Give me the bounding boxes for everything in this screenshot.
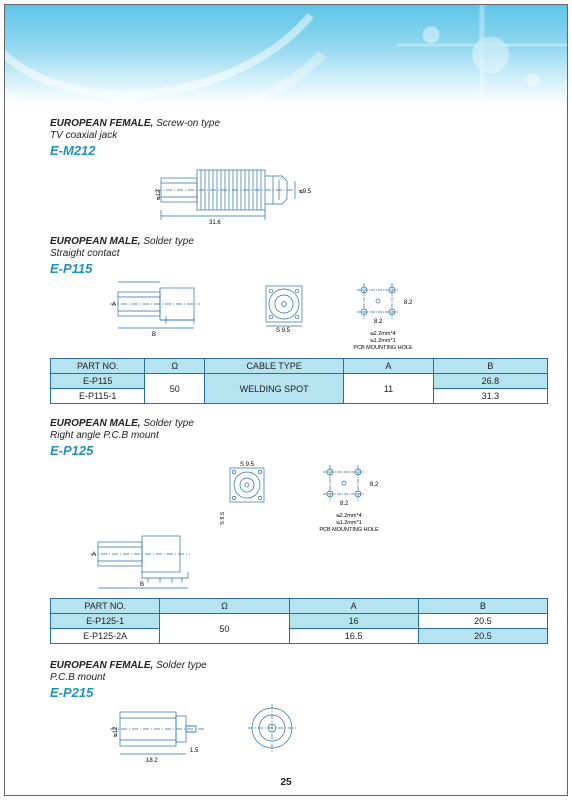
table-ep125: PART NO.ΩABE-P125-1501620.5E-P125-2A16.5… [50, 598, 548, 644]
svg-text:8.2: 8.2 [374, 319, 383, 324]
table-cell: WELDING SPOT [205, 374, 344, 404]
header-banner [5, 5, 567, 105]
table-row: E-P11550WELDING SPOT1126.8 [51, 374, 548, 389]
svg-text:A: A [112, 302, 116, 308]
svg-text:8.2: 8.2 [404, 300, 413, 306]
svg-text:ᴓ9.5: ᴓ9.5 [299, 189, 312, 195]
part-code: E-M212 [50, 143, 548, 158]
table-cell: E-P125-2A [51, 629, 160, 644]
top-dim-label: S 9.5 [220, 512, 280, 527]
table-cell: 20.5 [418, 629, 547, 644]
section-ep125: EUROPEAN MALE, Solder type Right angle P… [50, 418, 548, 644]
svg-text:B: B [152, 332, 156, 338]
svg-text:B: B [140, 582, 144, 588]
svg-text:ᴓ12: ᴓ12 [156, 189, 162, 200]
svg-text:ᴓ12: ᴓ12 [113, 726, 119, 737]
pcb-note: ᴓ2.2mm*4 ᴓ1.2mm*1 PCB MOUNTING HOLE [348, 331, 418, 352]
drawing-ep215-front [244, 702, 304, 758]
table-header: CABLE TYPE [205, 359, 344, 374]
table-header: Ω [160, 599, 289, 614]
section-subtitle: Straight contact [50, 248, 548, 260]
table-cell: 11 [344, 374, 433, 404]
table-header: PART NO. [51, 599, 160, 614]
svg-text:8.2: 8.2 [370, 482, 379, 488]
table-row: E-P125-1501620.5 [51, 614, 548, 629]
section-title: EUROPEAN MALE, Solder type [50, 418, 548, 430]
section-subtitle: P.C.B mount [50, 672, 548, 684]
table-header: Ω [145, 359, 205, 374]
table-header: A [344, 359, 433, 374]
part-code: E-P215 [50, 685, 548, 700]
section-title: EUROPEAN MALE, Solder type [50, 236, 548, 248]
table-cell: 16 [289, 614, 418, 629]
drawing-ep125-top: S 9.5 S 9.5 [220, 460, 280, 527]
drawing-ep125-side: A B [90, 530, 240, 592]
svg-text:S 9.5: S 9.5 [276, 328, 291, 334]
pcb-note: ᴓ2.2mm*4 ᴓ1.2mm*1 PCB MOUNTING HOLE [314, 513, 384, 534]
table-cell: E-P125-1 [51, 614, 160, 629]
section-subtitle: TV coaxial jack [50, 130, 548, 142]
section-ep115: EUROPEAN MALE, Solder type Straight cont… [50, 236, 548, 404]
svg-text:8.2: 8.2 [340, 501, 349, 506]
table-cell: E-P115 [51, 374, 145, 389]
svg-text:1.5: 1.5 [190, 748, 199, 754]
drawing-ep115-side: B A [110, 278, 230, 338]
part-code: E-P125 [50, 443, 548, 458]
table-header: PART NO. [51, 359, 145, 374]
drawing-ep115-front: S 9.5 [254, 278, 324, 338]
table-cell: 50 [145, 374, 205, 404]
table-cell: 26.8 [433, 374, 547, 389]
svg-text:A: A [92, 552, 96, 558]
circuit-decoration [397, 5, 567, 105]
table-header: A [289, 599, 418, 614]
table-header: B [418, 599, 547, 614]
pcb-hole-diagram: 8.2 8.2 ᴓ2.2mm*4 ᴓ1.2mm*1 PCB MOUNTING H… [314, 460, 384, 534]
table-cell: 16.5 [289, 629, 418, 644]
table-cell: 20.5 [418, 614, 547, 629]
svg-text:18.2: 18.2 [146, 758, 158, 764]
drawing-ep215-side: 18.2 ᴓ12 1.5 [110, 702, 220, 766]
svg-text:31.6: 31.6 [209, 220, 221, 226]
pcb-hole-diagram: 8.2 8.2 ᴓ2.2mm*4 ᴓ1.2mm*1 PCB MOUNTING H… [348, 278, 418, 352]
section-title: EUROPEAN FEMALE, Solder type [50, 660, 548, 672]
section-subtitle: Right angle P.C.B mount [50, 430, 548, 442]
table-cell: E-P115-1 [51, 389, 145, 404]
drawing-em212: 31.6 ᴓ12 ᴓ9.5 [155, 160, 330, 228]
page-number: 25 [0, 777, 572, 788]
section-title: EUROPEAN FEMALE, Screw-on type [50, 118, 548, 130]
table-row: E-P125-2A 16.520.5 [51, 629, 548, 644]
table-header: B [433, 359, 547, 374]
part-code: E-P115 [50, 261, 548, 276]
table-cell: 50 [160, 614, 289, 644]
section-ep215: EUROPEAN FEMALE, Solder type P.C.B mount… [50, 660, 548, 766]
svg-text:S 9.5: S 9.5 [240, 462, 255, 468]
table-ep115: PART NO.ΩCABLE TYPEABE-P11550WELDING SPO… [50, 358, 548, 404]
section-em212: EUROPEAN FEMALE, Screw-on type TV coaxia… [50, 118, 548, 228]
table-cell: 31.3 [433, 389, 547, 404]
